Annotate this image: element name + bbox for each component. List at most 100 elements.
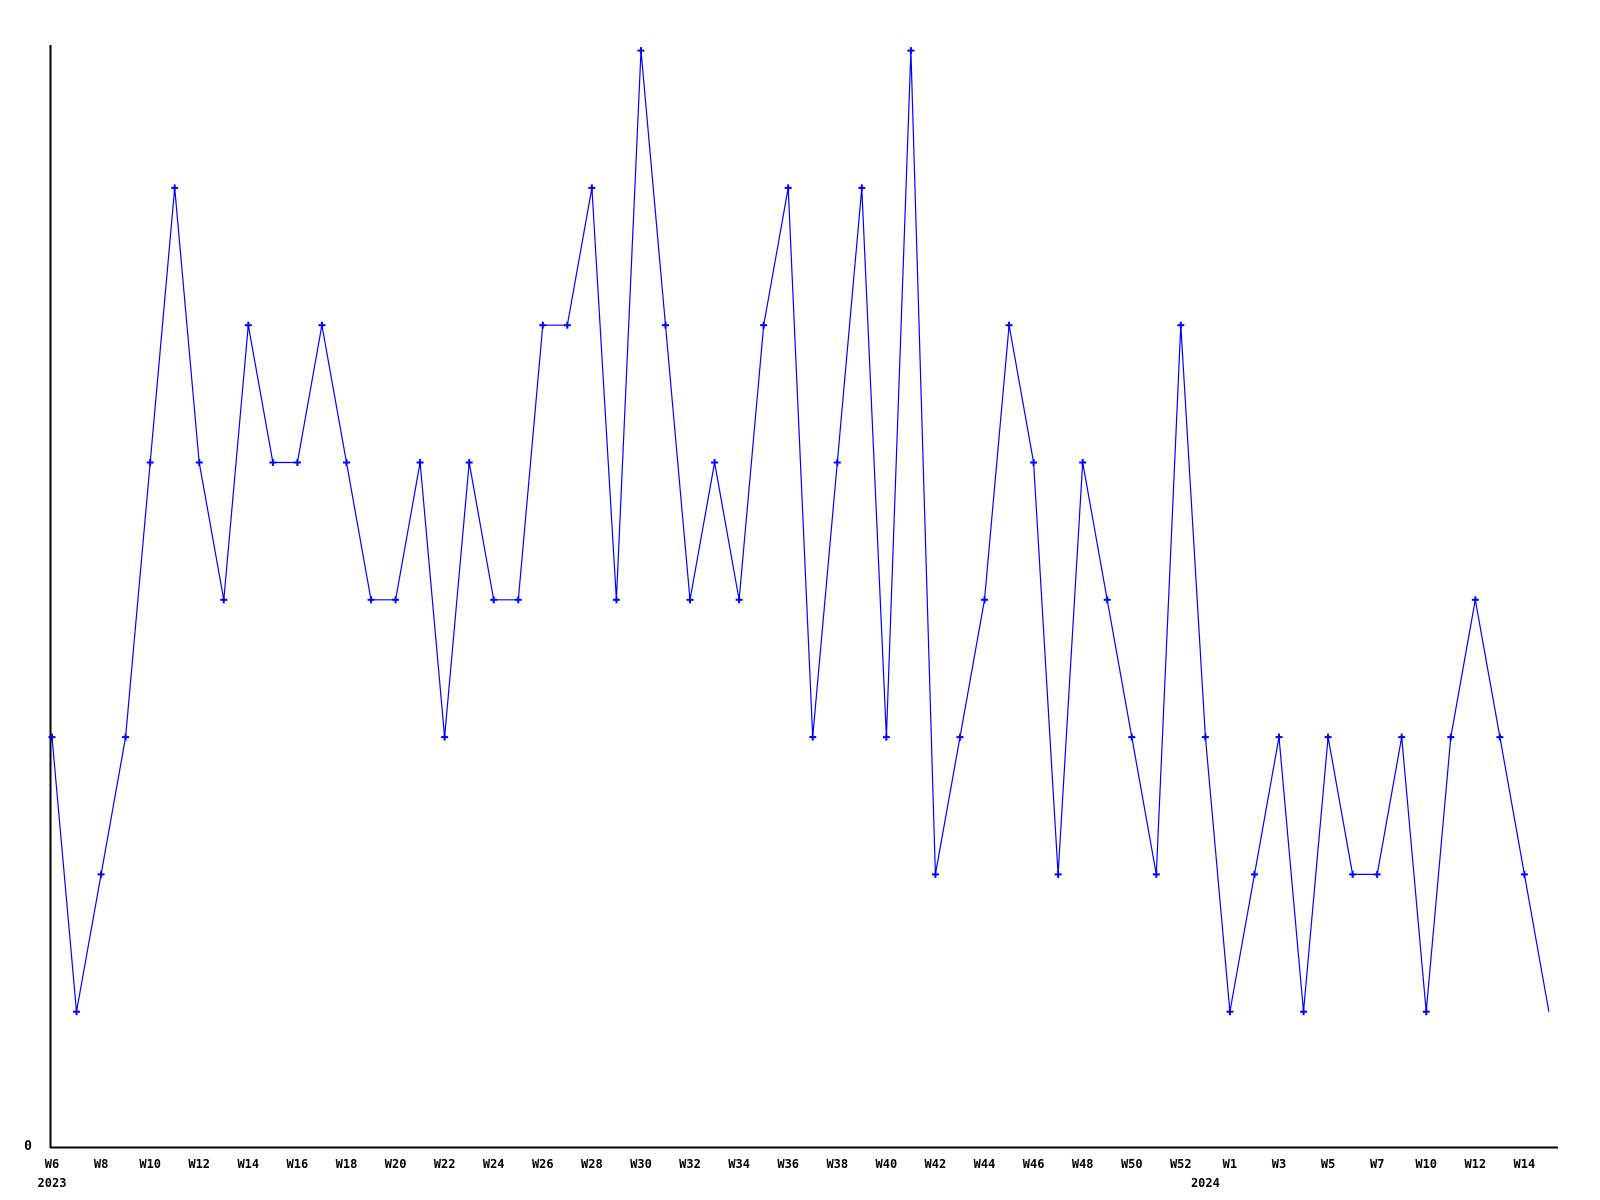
- data-point-marker: [1005, 321, 1013, 329]
- data-point-marker: [293, 459, 301, 466]
- data-point-marker: [931, 870, 939, 878]
- data-point-marker: [416, 459, 424, 466]
- x-tick-label: W28: [581, 1157, 603, 1171]
- x-tick-label: W8: [94, 1157, 108, 1171]
- data-point-marker: [1030, 459, 1038, 466]
- data-point-marker: [146, 459, 154, 466]
- x-tick-label: W38: [826, 1157, 848, 1171]
- data-point-marker: [1128, 733, 1136, 741]
- data-point-marker: [809, 733, 817, 741]
- x-tick-label: W42: [925, 1157, 947, 1171]
- data-point-marker: [563, 321, 571, 329]
- data-point-marker: [686, 596, 694, 604]
- x-tick-label: W50: [1121, 1157, 1143, 1171]
- data-point-marker: [981, 596, 989, 604]
- data-point-marker: [48, 733, 56, 741]
- data-point-marker: [760, 321, 768, 329]
- data-point-marker: [588, 184, 596, 192]
- data-point-marker: [1373, 870, 1381, 878]
- x-tick-label: W32: [679, 1157, 701, 1171]
- x-tick-label: W14: [1514, 1157, 1536, 1171]
- x-tick-label: W40: [876, 1157, 898, 1171]
- data-point-marker: [1422, 1008, 1430, 1016]
- data-point-marker: [539, 321, 547, 329]
- data-point-marker: [97, 870, 105, 878]
- data-point-marker: [465, 459, 473, 466]
- x-tick-label: W7: [1370, 1157, 1384, 1171]
- data-point-markers: [48, 47, 1528, 1016]
- data-point-marker: [1447, 733, 1455, 741]
- data-point-marker: [392, 596, 400, 604]
- x-axis-year-labels: 2023 2024: [38, 1176, 1220, 1190]
- x-tick-label: W26: [532, 1157, 554, 1171]
- data-point-marker: [1398, 733, 1406, 741]
- data-point-marker: [637, 47, 645, 55]
- x-tick-label: W44: [974, 1157, 996, 1171]
- data-point-marker: [662, 321, 669, 329]
- x-tick-label: W18: [336, 1157, 358, 1171]
- data-point-marker: [73, 1008, 81, 1016]
- x-year-label: 2023: [38, 1176, 67, 1190]
- data-point-marker: [735, 596, 743, 604]
- x-axis-tick-labels: W6 W8 W10 W12 W14 W16 W18 W20 W22 W24 W26 W28 W30 W32…: [45, 1157, 1535, 1171]
- series-line: [51, 50, 1550, 1012]
- x-tick-label: W1: [1223, 1157, 1237, 1171]
- data-point-marker: [1349, 870, 1357, 878]
- data-point-marker: [1250, 870, 1258, 878]
- x-tick-label: W10: [139, 1157, 161, 1171]
- data-point-marker: [318, 321, 326, 329]
- x-tick-label: W5: [1321, 1157, 1335, 1171]
- x-tick-label: W6: [45, 1157, 59, 1171]
- data-point-marker: [1079, 459, 1087, 466]
- x-tick-label: W34: [728, 1157, 750, 1171]
- x-tick-label: W24: [483, 1157, 505, 1171]
- data-point-marker: [195, 459, 203, 466]
- data-point-marker: [1324, 733, 1332, 741]
- x-tick-label: W20: [385, 1157, 407, 1171]
- x-tick-label: W46: [1023, 1157, 1045, 1171]
- x-tick-label: W52: [1170, 1157, 1192, 1171]
- data-point-marker: [1471, 596, 1479, 604]
- y-axis-zero-label: 0: [24, 1139, 32, 1154]
- data-point-marker: [833, 459, 841, 466]
- data-point-marker: [907, 47, 915, 55]
- x-tick-label: W16: [287, 1157, 309, 1171]
- data-point-marker: [220, 596, 228, 604]
- data-series: [51, 50, 1550, 1012]
- data-point-marker: [1520, 870, 1528, 878]
- data-point-marker: [858, 184, 866, 192]
- data-point-marker: [1226, 1008, 1234, 1016]
- data-point-marker: [514, 596, 522, 604]
- data-point-marker: [956, 733, 964, 741]
- x-tick-label: W12: [1464, 1157, 1486, 1171]
- x-tick-label: W12: [188, 1157, 210, 1171]
- x-tick-label: W30: [630, 1157, 652, 1171]
- x-tick-label: W48: [1072, 1157, 1094, 1171]
- data-point-marker: [1300, 1008, 1308, 1016]
- x-tick-label: W3: [1272, 1157, 1286, 1171]
- data-point-marker: [269, 459, 277, 466]
- data-point-marker: [784, 184, 792, 192]
- data-point-marker: [1496, 733, 1504, 741]
- x-year-label: 2024: [1191, 1176, 1220, 1190]
- data-point-marker: [171, 184, 179, 192]
- data-point-marker: [711, 459, 719, 466]
- x-tick-label: W36: [777, 1157, 799, 1171]
- data-point-marker: [367, 596, 375, 604]
- data-point-marker: [441, 733, 449, 741]
- data-point-marker: [244, 321, 252, 329]
- x-tick-label: W14: [237, 1157, 259, 1171]
- data-point-marker: [882, 733, 890, 741]
- x-tick-label: W10: [1415, 1157, 1437, 1171]
- data-point-marker: [612, 596, 620, 604]
- data-point-marker: [122, 733, 130, 741]
- data-point-marker: [1103, 596, 1111, 604]
- data-point-marker: [1054, 870, 1062, 878]
- data-point-marker: [1152, 870, 1160, 878]
- data-point-marker: [490, 596, 498, 604]
- data-point-marker: [1275, 733, 1283, 741]
- data-point-marker: [342, 459, 350, 466]
- data-point-marker: [1201, 733, 1209, 741]
